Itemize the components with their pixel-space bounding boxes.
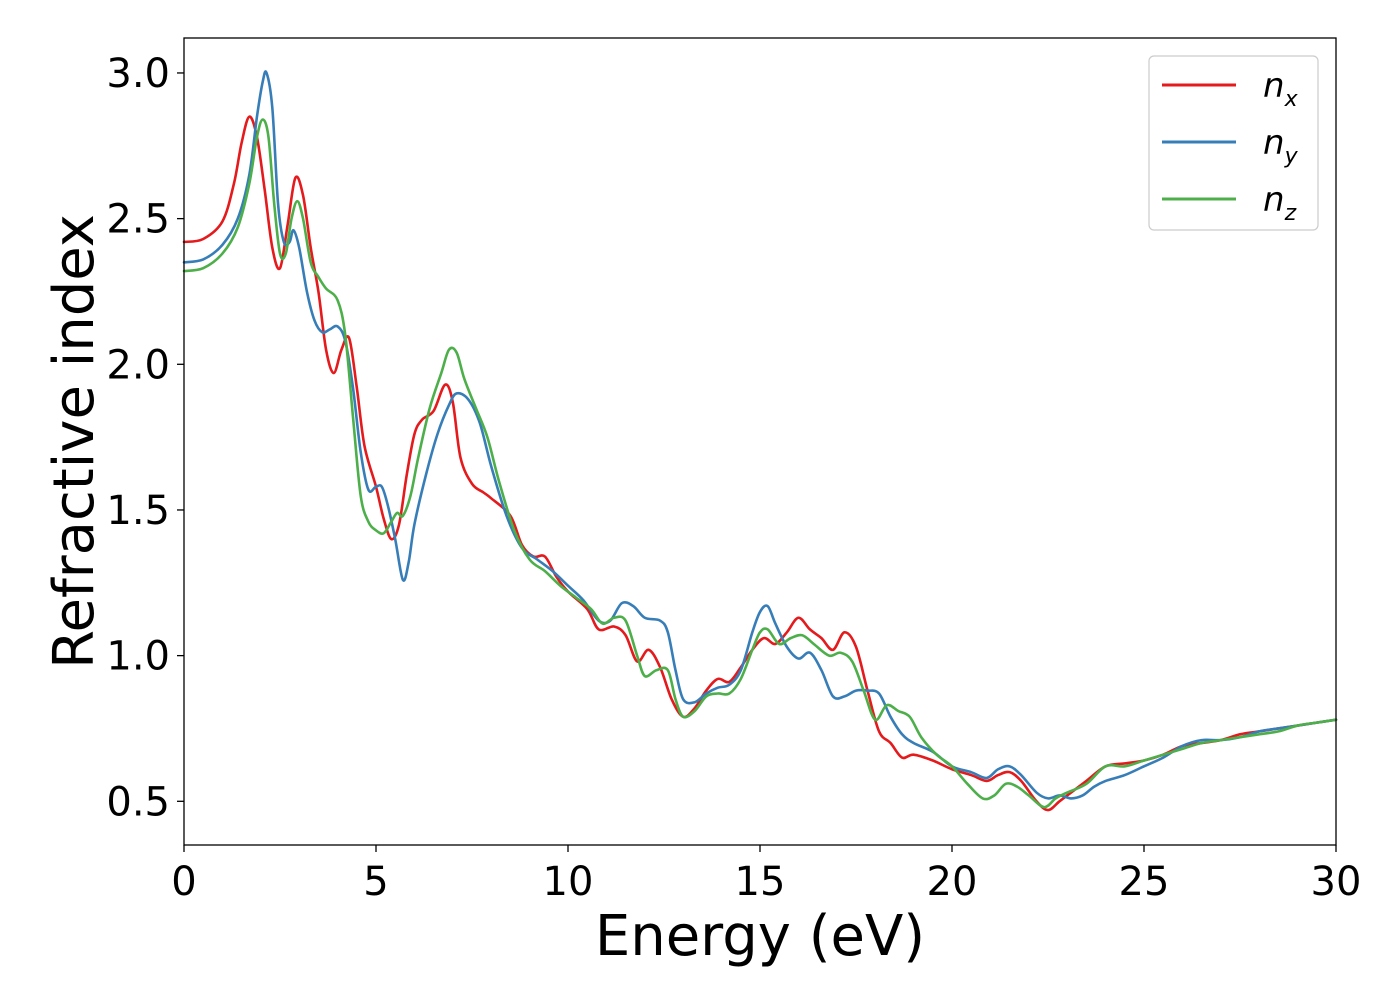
y-tick-label: 1.5 bbox=[106, 488, 170, 534]
x-tick-label: 0 bbox=[171, 859, 196, 905]
y-tick-label: 1.0 bbox=[106, 634, 170, 680]
series-layer bbox=[182, 70, 1338, 812]
legend-label-subscript: y bbox=[1284, 144, 1299, 169]
legend-label-nx: nx bbox=[1263, 66, 1299, 112]
legend-label-subscript: x bbox=[1284, 87, 1299, 112]
x-tick-label: 10 bbox=[543, 859, 594, 905]
x-tick-label: 25 bbox=[1119, 859, 1170, 905]
legend-label-base: n bbox=[1263, 123, 1285, 163]
y-tick-label: 2.5 bbox=[106, 197, 170, 243]
x-tick-label: 15 bbox=[735, 859, 786, 905]
series-line-nx bbox=[182, 115, 1338, 812]
x-tick-label: 30 bbox=[1311, 859, 1362, 905]
legend-label-base: n bbox=[1263, 180, 1285, 220]
series-line-ny bbox=[182, 70, 1338, 800]
legend-label-subscript: z bbox=[1284, 201, 1297, 226]
y-tick-label: 2.0 bbox=[106, 342, 170, 388]
legend-label-base: n bbox=[1263, 66, 1285, 106]
ticks-layer: 0 5 10 15 20 25 30 0.5 1.0 1.5 2.0 2.5 3.0 bbox=[106, 51, 1361, 905]
x-tick-label: 20 bbox=[927, 859, 978, 905]
legend-label-nz: nz bbox=[1263, 180, 1297, 226]
y-tick-label: 0.5 bbox=[106, 779, 170, 825]
legend-label-ny: ny bbox=[1263, 123, 1299, 169]
y-axis-label: Refractive index bbox=[42, 214, 107, 669]
y-tick-label: 3.0 bbox=[106, 51, 170, 97]
x-tick-label: 5 bbox=[363, 859, 388, 905]
series-line-nz bbox=[182, 118, 1338, 809]
x-axis-label: Energy (eV) bbox=[595, 904, 925, 969]
